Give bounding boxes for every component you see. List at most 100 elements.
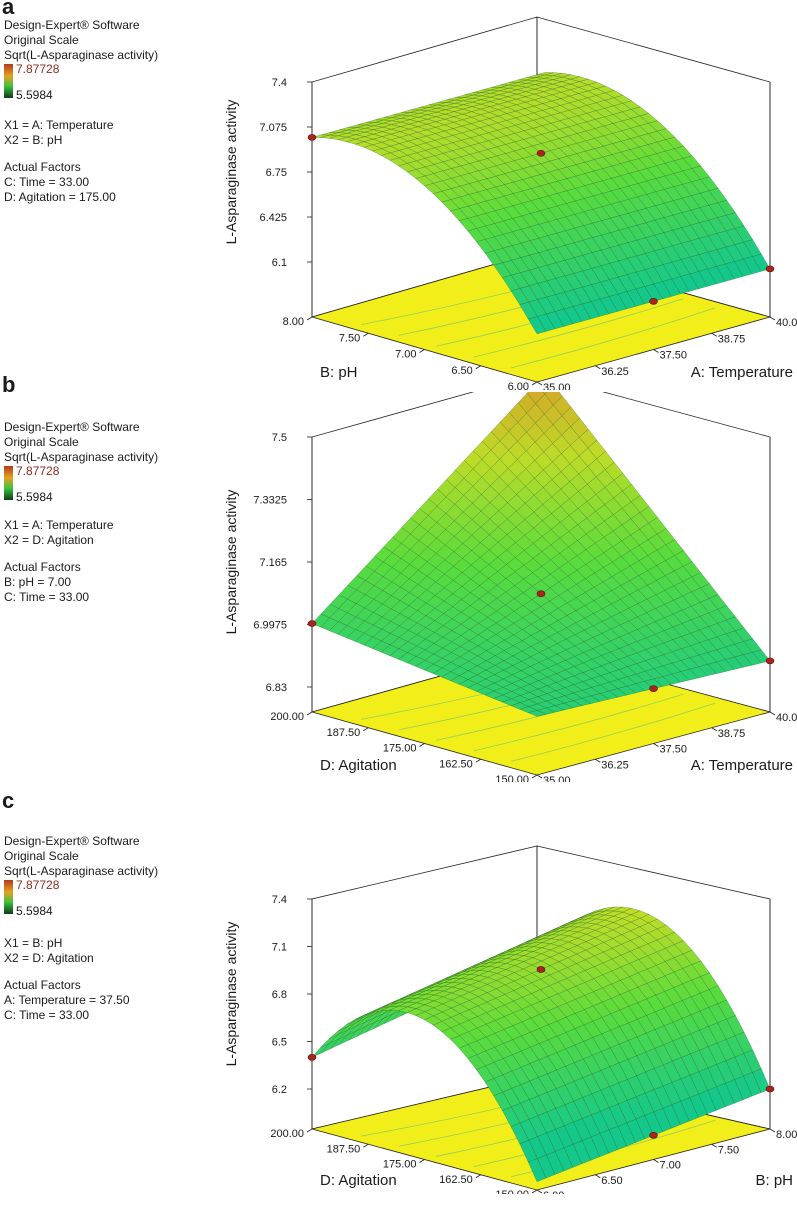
y-tick-label: 162.50 (439, 758, 473, 770)
floor-contour-line (511, 702, 716, 762)
actual-factor-2: C: Time = 33.00 (4, 590, 90, 604)
response-surface (311, 392, 771, 717)
y-axis-label: D: Agitation (320, 757, 397, 774)
y-tick (475, 1174, 481, 1179)
actual-factor-1: C: Time = 33.00 (4, 175, 90, 189)
info-block: Design-Expert® Software Original Scale S… (4, 18, 158, 63)
floor-contour-line (473, 693, 684, 752)
x-tick (769, 711, 776, 716)
x-tick (595, 365, 601, 370)
response-surface (311, 72, 771, 335)
response-surface (311, 906, 771, 1182)
panel-label: c (2, 788, 15, 813)
surface-plot-b: 7.5 7.3325 7.165 6.9975 6.83 L-Asparaginase a… (223, 392, 797, 782)
actual-factors-title: Actual Factors (4, 560, 81, 574)
color-scale-bar (4, 880, 13, 914)
color-scale-max: 7.87728 (16, 878, 60, 892)
x-tick-label: 38.75 (718, 333, 746, 345)
software-name: Design-Expert® Software (4, 834, 140, 848)
x-tick-label: 7.00 (660, 1160, 681, 1172)
y-tick-label: 7.00 (395, 349, 416, 361)
y-tick-label: 187.50 (327, 727, 361, 739)
z-tick-label: 7.1 (272, 942, 287, 954)
y-tick (363, 1143, 369, 1148)
color-scale-min: 5.5984 (16, 88, 53, 102)
x-tick (536, 381, 543, 386)
software-name: Design-Expert® Software (4, 18, 140, 32)
y-axis-label: B: pH (320, 364, 358, 381)
scale-label: Original Scale (4, 435, 79, 449)
x-tick (653, 1159, 659, 1163)
z-axis-label: L-Asparaginase activity (223, 100, 239, 245)
color-scale-max: 7.87728 (16, 62, 60, 76)
design-point-marker (536, 966, 546, 973)
x-tick (711, 332, 717, 337)
z-tick-label: 6.75 (266, 167, 287, 179)
y-tick (531, 381, 538, 386)
x-tick-label: 37.50 (660, 350, 688, 362)
color-scale-bar (4, 64, 13, 98)
x-tick (653, 743, 659, 747)
z-tick-label: 6.1 (272, 257, 287, 269)
x-tick (653, 349, 659, 353)
info-block: Design-Expert® Software Original Scale S… (4, 420, 158, 465)
panel-a: a Design-Expert® Software Original Scale… (0, 0, 797, 390)
color-scale-min: 5.5984 (16, 904, 53, 918)
actual-factor-1: B: pH = 7.00 (4, 575, 72, 589)
color-scale-bar (4, 466, 13, 500)
y-tick-label: 8.00 (283, 316, 304, 328)
y-tick-label: 162.50 (439, 1174, 473, 1186)
y-tick (475, 365, 481, 370)
z-tick-label: 6.2 (272, 1084, 287, 1096)
z-tick-label: 7.165 (259, 557, 287, 569)
x2-label: X2 = D: Agitation (4, 951, 94, 965)
y-tick (475, 758, 481, 763)
x-tick-label: 38.75 (718, 728, 746, 740)
y-tick (419, 349, 425, 353)
z-axis-label: L-Asparaginase activity (223, 490, 239, 635)
actual-factor-2: D: Agitation = 175.00 (4, 190, 116, 204)
design-point-marker (649, 1132, 658, 1139)
y-tick (531, 1189, 538, 1194)
z-tick-label: 6.83 (266, 682, 287, 694)
y-tick-label: 200.00 (270, 711, 304, 723)
panel-label: b (2, 372, 16, 397)
y-tick (306, 1128, 313, 1133)
y-tick-label: 7.50 (339, 332, 360, 344)
x-axis-label: B: pH (755, 1172, 793, 1189)
x-tick-label: 36.25 (601, 759, 629, 771)
y-tick-label: 187.50 (327, 1143, 361, 1155)
z-tick-label: 7.3325 (253, 495, 287, 507)
surface-plot-c: 7.4 7.1 6.8 6.5 6.2 L-Asparaginase activity 20… (223, 845, 797, 1194)
surface-plot-a: 7.4 7.075 6.75 6.425 6.1 L-Asparaginase activ… (223, 16, 797, 390)
color-scale-max: 7.87728 (16, 464, 60, 478)
x-tick (711, 1143, 717, 1148)
info-block: Design-Expert® Software Original Scale S… (4, 834, 158, 879)
x-tick-label: 35.00 (543, 382, 571, 390)
x-tick (595, 758, 601, 763)
software-name: Design-Expert® Software (4, 420, 140, 434)
y-axis-label: D: Agitation (320, 1172, 397, 1189)
actual-factor-1: A: Temperature = 37.50 (4, 993, 130, 1007)
x2-label: X2 = B: pH (4, 133, 63, 147)
x-tick-label: 7.50 (718, 1144, 739, 1156)
y-tick (419, 743, 425, 747)
y-tick-label: 150.00 (495, 1189, 529, 1194)
x1-label: X1 = A: Temperature (4, 118, 114, 132)
y-tick-label: 6.00 (508, 381, 529, 390)
floor-contour-line (473, 298, 684, 358)
response-label: Sqrt(L-Asparaginase activity) (4, 48, 159, 62)
factor-block: X1 = A: Temperature X2 = B: pH Actual Fa… (4, 118, 116, 205)
response-label: Sqrt(L-Asparaginase activity) (4, 450, 159, 464)
y-tick (363, 332, 369, 337)
x1-label: X1 = B: pH (4, 936, 63, 950)
z-tick-label: 7.4 (272, 894, 287, 906)
design-point-marker (307, 1054, 317, 1061)
x-tick-label: 35.00 (543, 775, 571, 782)
panel-c: c Design-Expert® Software Original Scale… (0, 790, 797, 1195)
z-tick-label: 7.075 (259, 122, 287, 134)
z-tick-label: 7.4 (272, 77, 287, 89)
scale-label: Original Scale (4, 849, 79, 863)
x-tick (711, 727, 717, 732)
y-tick-label: 175.00 (383, 743, 417, 755)
